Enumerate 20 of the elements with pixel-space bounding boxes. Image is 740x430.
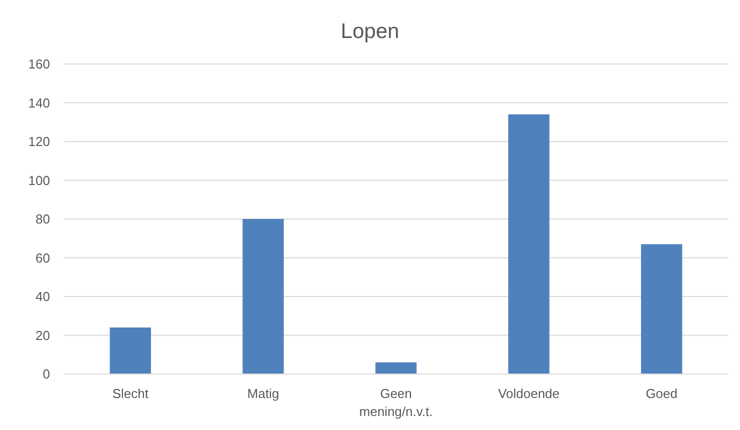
y-tick-label: 60 [36, 250, 50, 266]
bar [242, 219, 284, 374]
y-tick-label: 40 [36, 289, 50, 304]
y-tick-label: 100 [28, 172, 50, 188]
y-tick-label: 140 [28, 95, 50, 110]
chart-title: Lopen [340, 20, 400, 43]
x-tick-label: Slecht [112, 386, 149, 401]
y-tick-label: 80 [36, 212, 50, 227]
y-tick-label: 0 [42, 366, 50, 382]
y-tick-label: 160 [28, 56, 50, 72]
bar [110, 328, 151, 374]
bar [508, 114, 550, 374]
y-tick-label: 120 [28, 134, 50, 150]
x-tick-label: Geen mening/n.v.t. [359, 386, 433, 419]
bar [641, 244, 682, 374]
bar [375, 362, 417, 374]
x-tick-label: Goed [646, 386, 678, 401]
x-tick-label: Voldoende [498, 386, 560, 401]
x-tick-label: Matig [247, 386, 280, 401]
y-tick-label: 20 [36, 328, 50, 343]
